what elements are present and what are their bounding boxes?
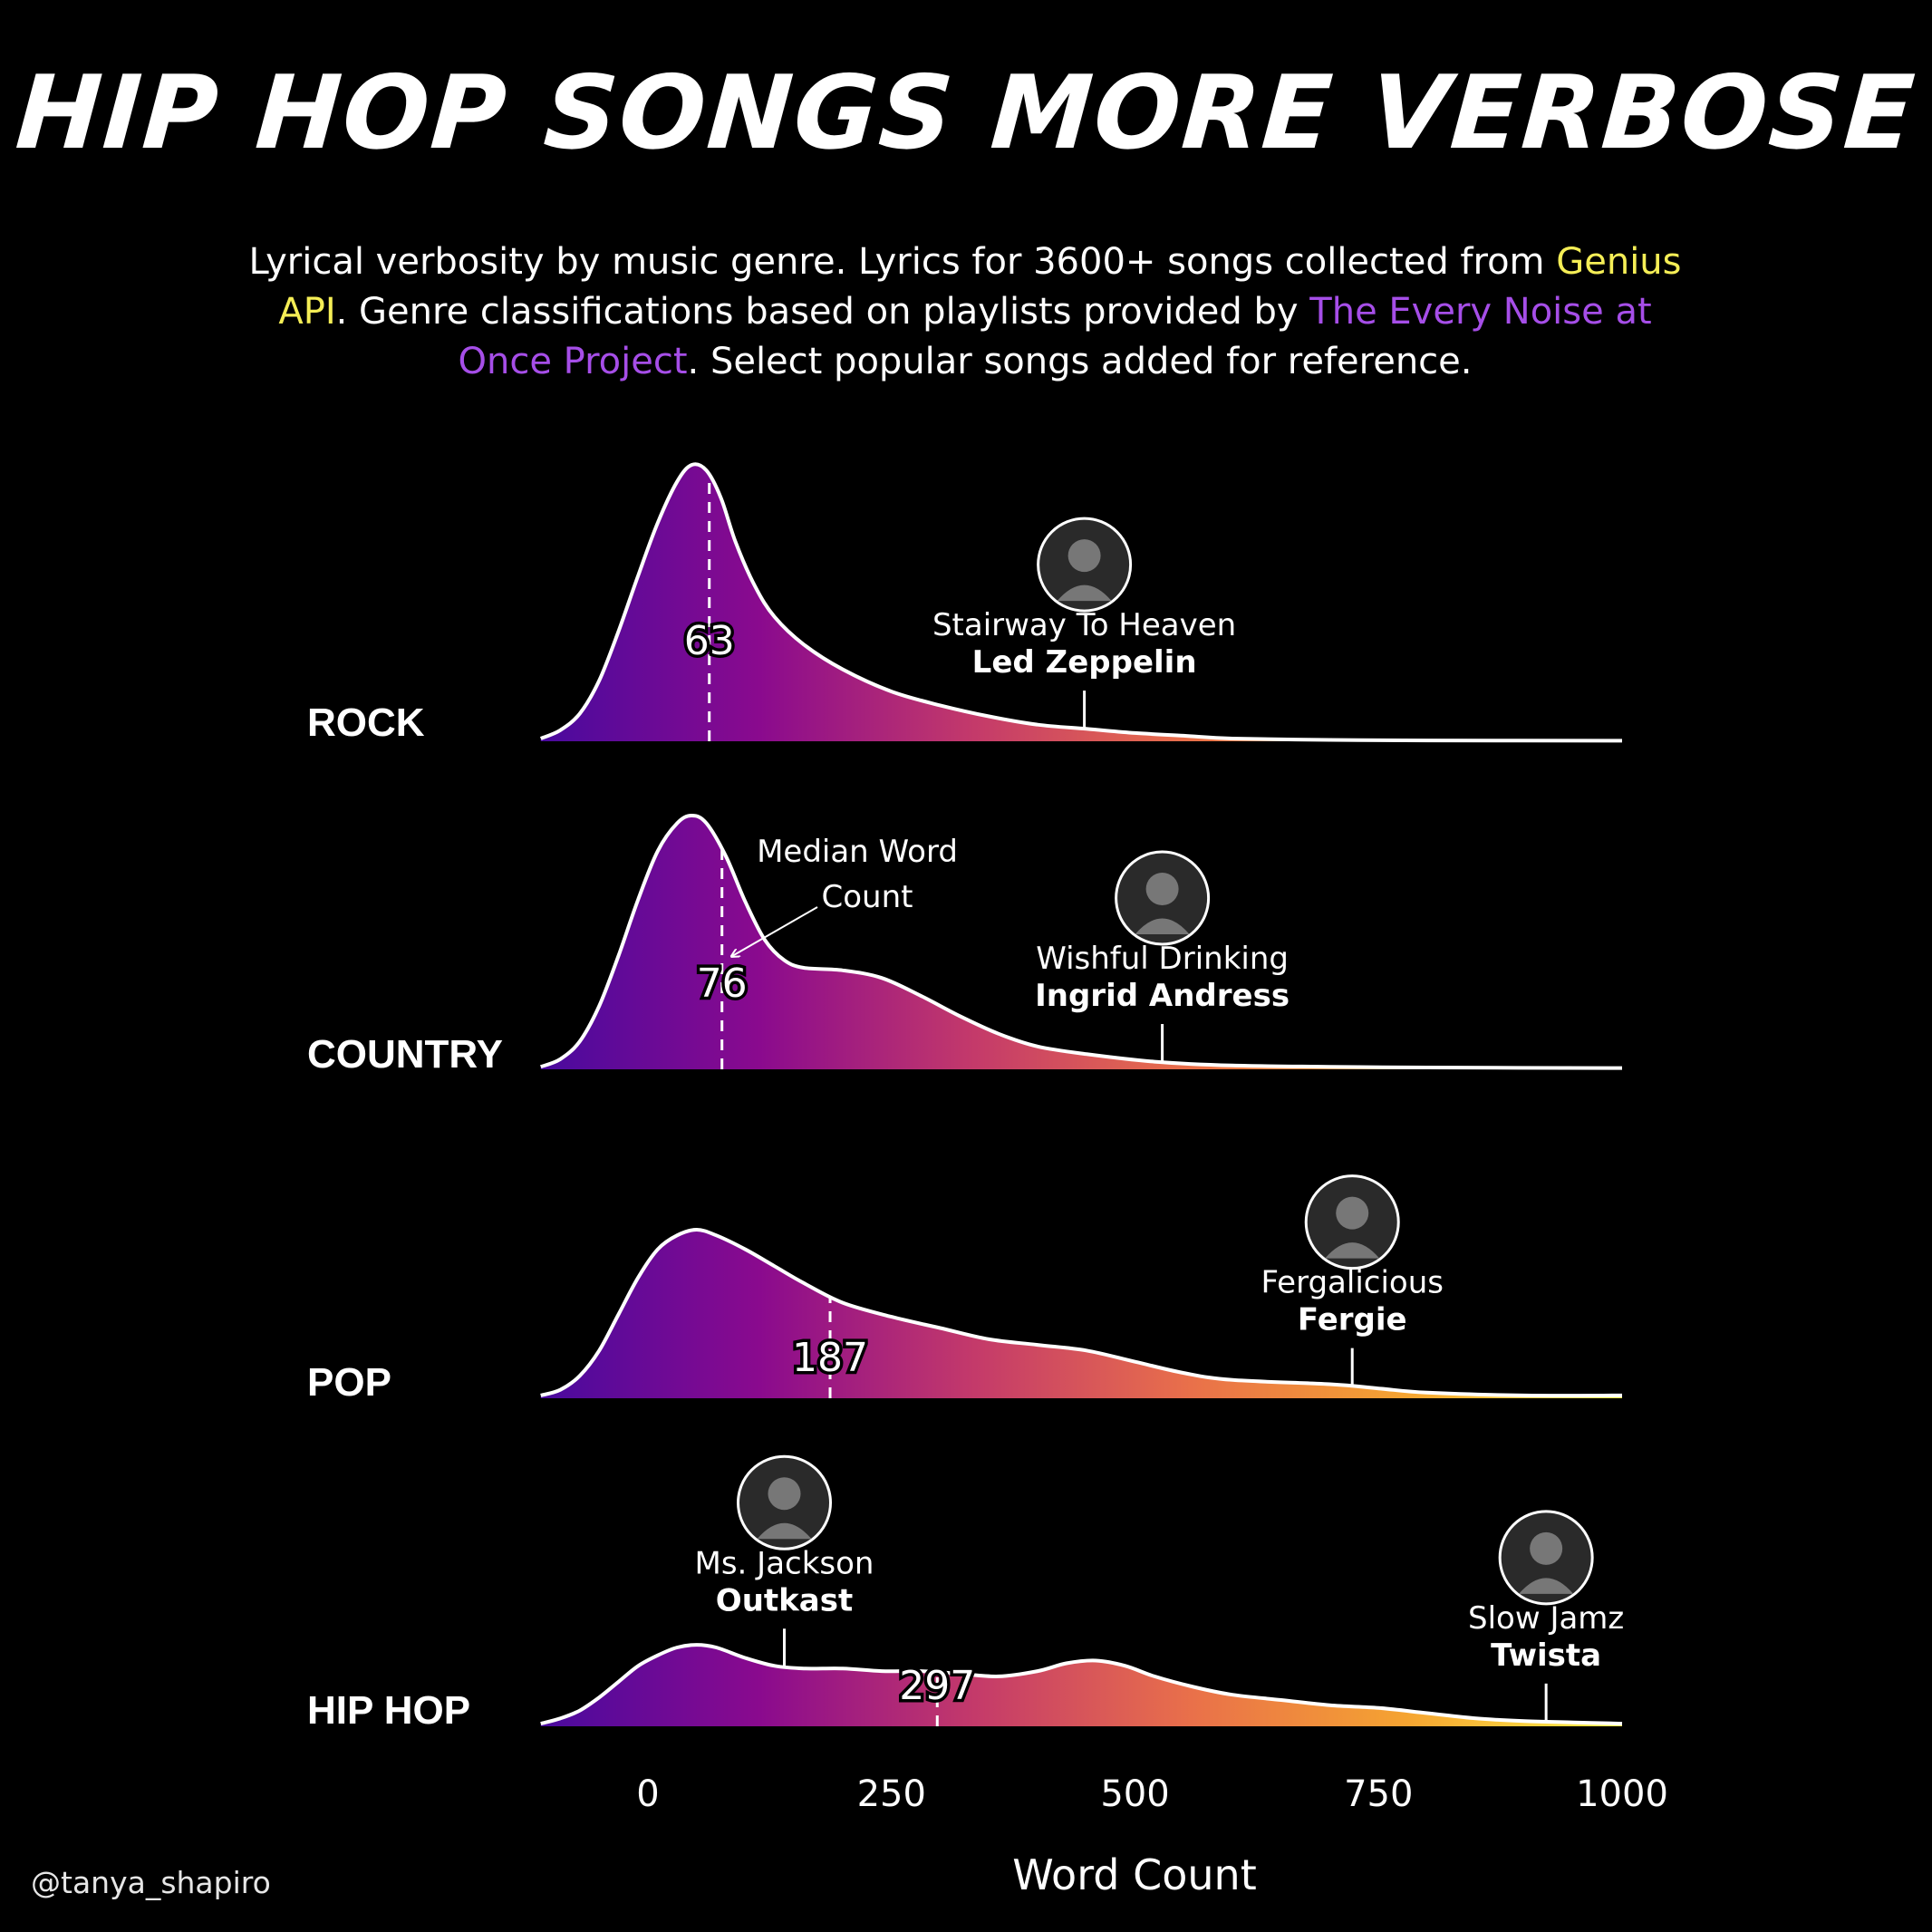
- median-value-label: 297: [899, 1663, 975, 1709]
- density-line-hip-hop: [540, 1643, 1623, 1726]
- x-axis: 0 250 500 750 1000 Word Count: [636, 1773, 1668, 1899]
- song-title: Slow Jamz: [1468, 1600, 1624, 1637]
- person-icon: [768, 1477, 801, 1511]
- person-icon: [1530, 1531, 1563, 1565]
- song-title: Wishful Drinking: [1036, 941, 1289, 977]
- median-value-label: 187: [792, 1335, 868, 1381]
- median-note-line-1: Median Word: [757, 834, 958, 870]
- person-body-icon: [1519, 1578, 1574, 1594]
- subtitle-text-1: Lyrical verbosity by music genre. Lyrics…: [248, 241, 1557, 283]
- artist-name: Twista: [1491, 1637, 1601, 1674]
- artist-name: Ingrid Andress: [1035, 978, 1290, 1014]
- person-body-icon: [1325, 1242, 1380, 1259]
- subtitle-text-2: . Genre classifications based on playlis…: [335, 291, 1310, 333]
- density-area-hip-hop: [540, 1645, 1622, 1726]
- person-icon: [1145, 873, 1179, 906]
- x-tick-label: 500: [1100, 1773, 1169, 1815]
- median-note-arrow: [732, 906, 818, 956]
- x-tick-label: 1000: [1576, 1773, 1668, 1815]
- song-title: Fergalicious: [1261, 1265, 1444, 1301]
- every-noise-link[interactable]: The Every Noise at Once Project: [458, 291, 1652, 382]
- median-note-line-2: Count: [822, 879, 913, 915]
- x-tick-label: 0: [636, 1773, 659, 1815]
- artist-name: Fergie: [1298, 1302, 1407, 1338]
- author-credit: @tanya_shapiro: [31, 1865, 271, 1900]
- person-icon: [1067, 539, 1101, 573]
- song-title: Stairway To Heaven: [932, 607, 1236, 643]
- median-value-label: 76: [697, 961, 748, 1007]
- density-line-pop: [540, 1227, 1623, 1398]
- density-area-country: [540, 816, 1622, 1069]
- song-title: Ms. Jackson: [695, 1545, 874, 1581]
- density-line-country: [540, 813, 1623, 1070]
- density-area-rock: [540, 464, 1622, 741]
- genre-label: POP: [307, 1360, 391, 1405]
- x-tick-label: 750: [1344, 1773, 1413, 1815]
- median-value-label: 63: [684, 618, 735, 664]
- subtitle: Lyrical verbosity by music genre. Lyrics…: [227, 237, 1704, 387]
- x-axis-title: Word Count: [1012, 1850, 1256, 1899]
- person-body-icon: [1135, 918, 1190, 935]
- x-tick-label: 250: [857, 1773, 926, 1815]
- artist-name: Led Zeppelin: [972, 644, 1197, 681]
- genre-label: HIP HOP: [307, 1688, 470, 1733]
- artist-name: Outkast: [716, 1582, 853, 1618]
- subtitle-text-3: . Select popular songs added for referen…: [687, 341, 1473, 382]
- genre-label: COUNTRY: [307, 1032, 503, 1077]
- person-icon: [1336, 1196, 1369, 1230]
- median-note: Median Word Count: [732, 834, 958, 956]
- density-area-pop: [540, 1230, 1622, 1398]
- genius-api-link[interactable]: Genius API: [278, 241, 1682, 333]
- genre-label: ROCK: [307, 700, 425, 745]
- person-body-icon: [757, 1522, 812, 1540]
- density-line-rock: [539, 462, 1623, 743]
- person-body-icon: [1057, 584, 1112, 602]
